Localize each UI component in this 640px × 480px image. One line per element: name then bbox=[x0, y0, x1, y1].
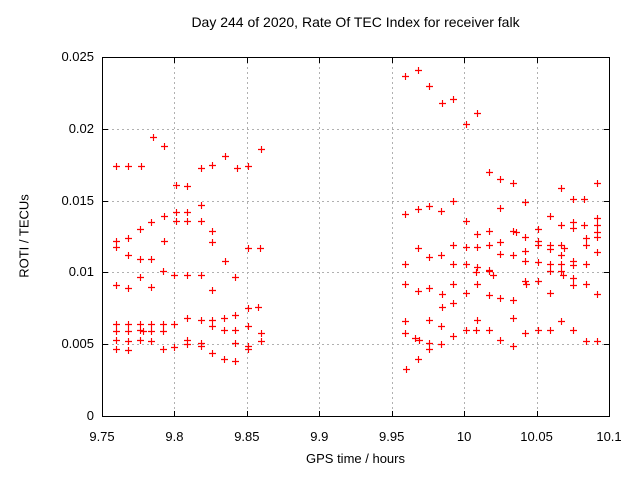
x-tick-label: 10.1 bbox=[596, 429, 622, 444]
chart-title: Day 244 of 2020, Rate Of TEC Index for r… bbox=[191, 14, 520, 30]
y-tick-label: 0.025 bbox=[61, 49, 94, 64]
x-tick-label: 9.75 bbox=[89, 429, 115, 444]
x-tick-label: 10 bbox=[456, 429, 472, 444]
x-tick-label: 9.95 bbox=[379, 429, 405, 444]
y-tick-label: 0 bbox=[86, 408, 94, 423]
scatter-points bbox=[113, 67, 601, 373]
y-tick-label: 0.01 bbox=[68, 264, 94, 280]
plot-border bbox=[102, 57, 610, 417]
x-tick-label: 9.85 bbox=[234, 429, 260, 444]
x-tick-label: 9.9 bbox=[310, 429, 329, 444]
y-tick-label: 0.02 bbox=[68, 120, 94, 136]
x-tick-label: 10.05 bbox=[520, 429, 553, 444]
y-tick-label: 0.005 bbox=[61, 336, 94, 352]
x-tick-label: 9.8 bbox=[165, 429, 184, 444]
x-axis-title: GPS time / hours bbox=[306, 451, 405, 466]
y-tick-label: 0.015 bbox=[61, 192, 94, 208]
